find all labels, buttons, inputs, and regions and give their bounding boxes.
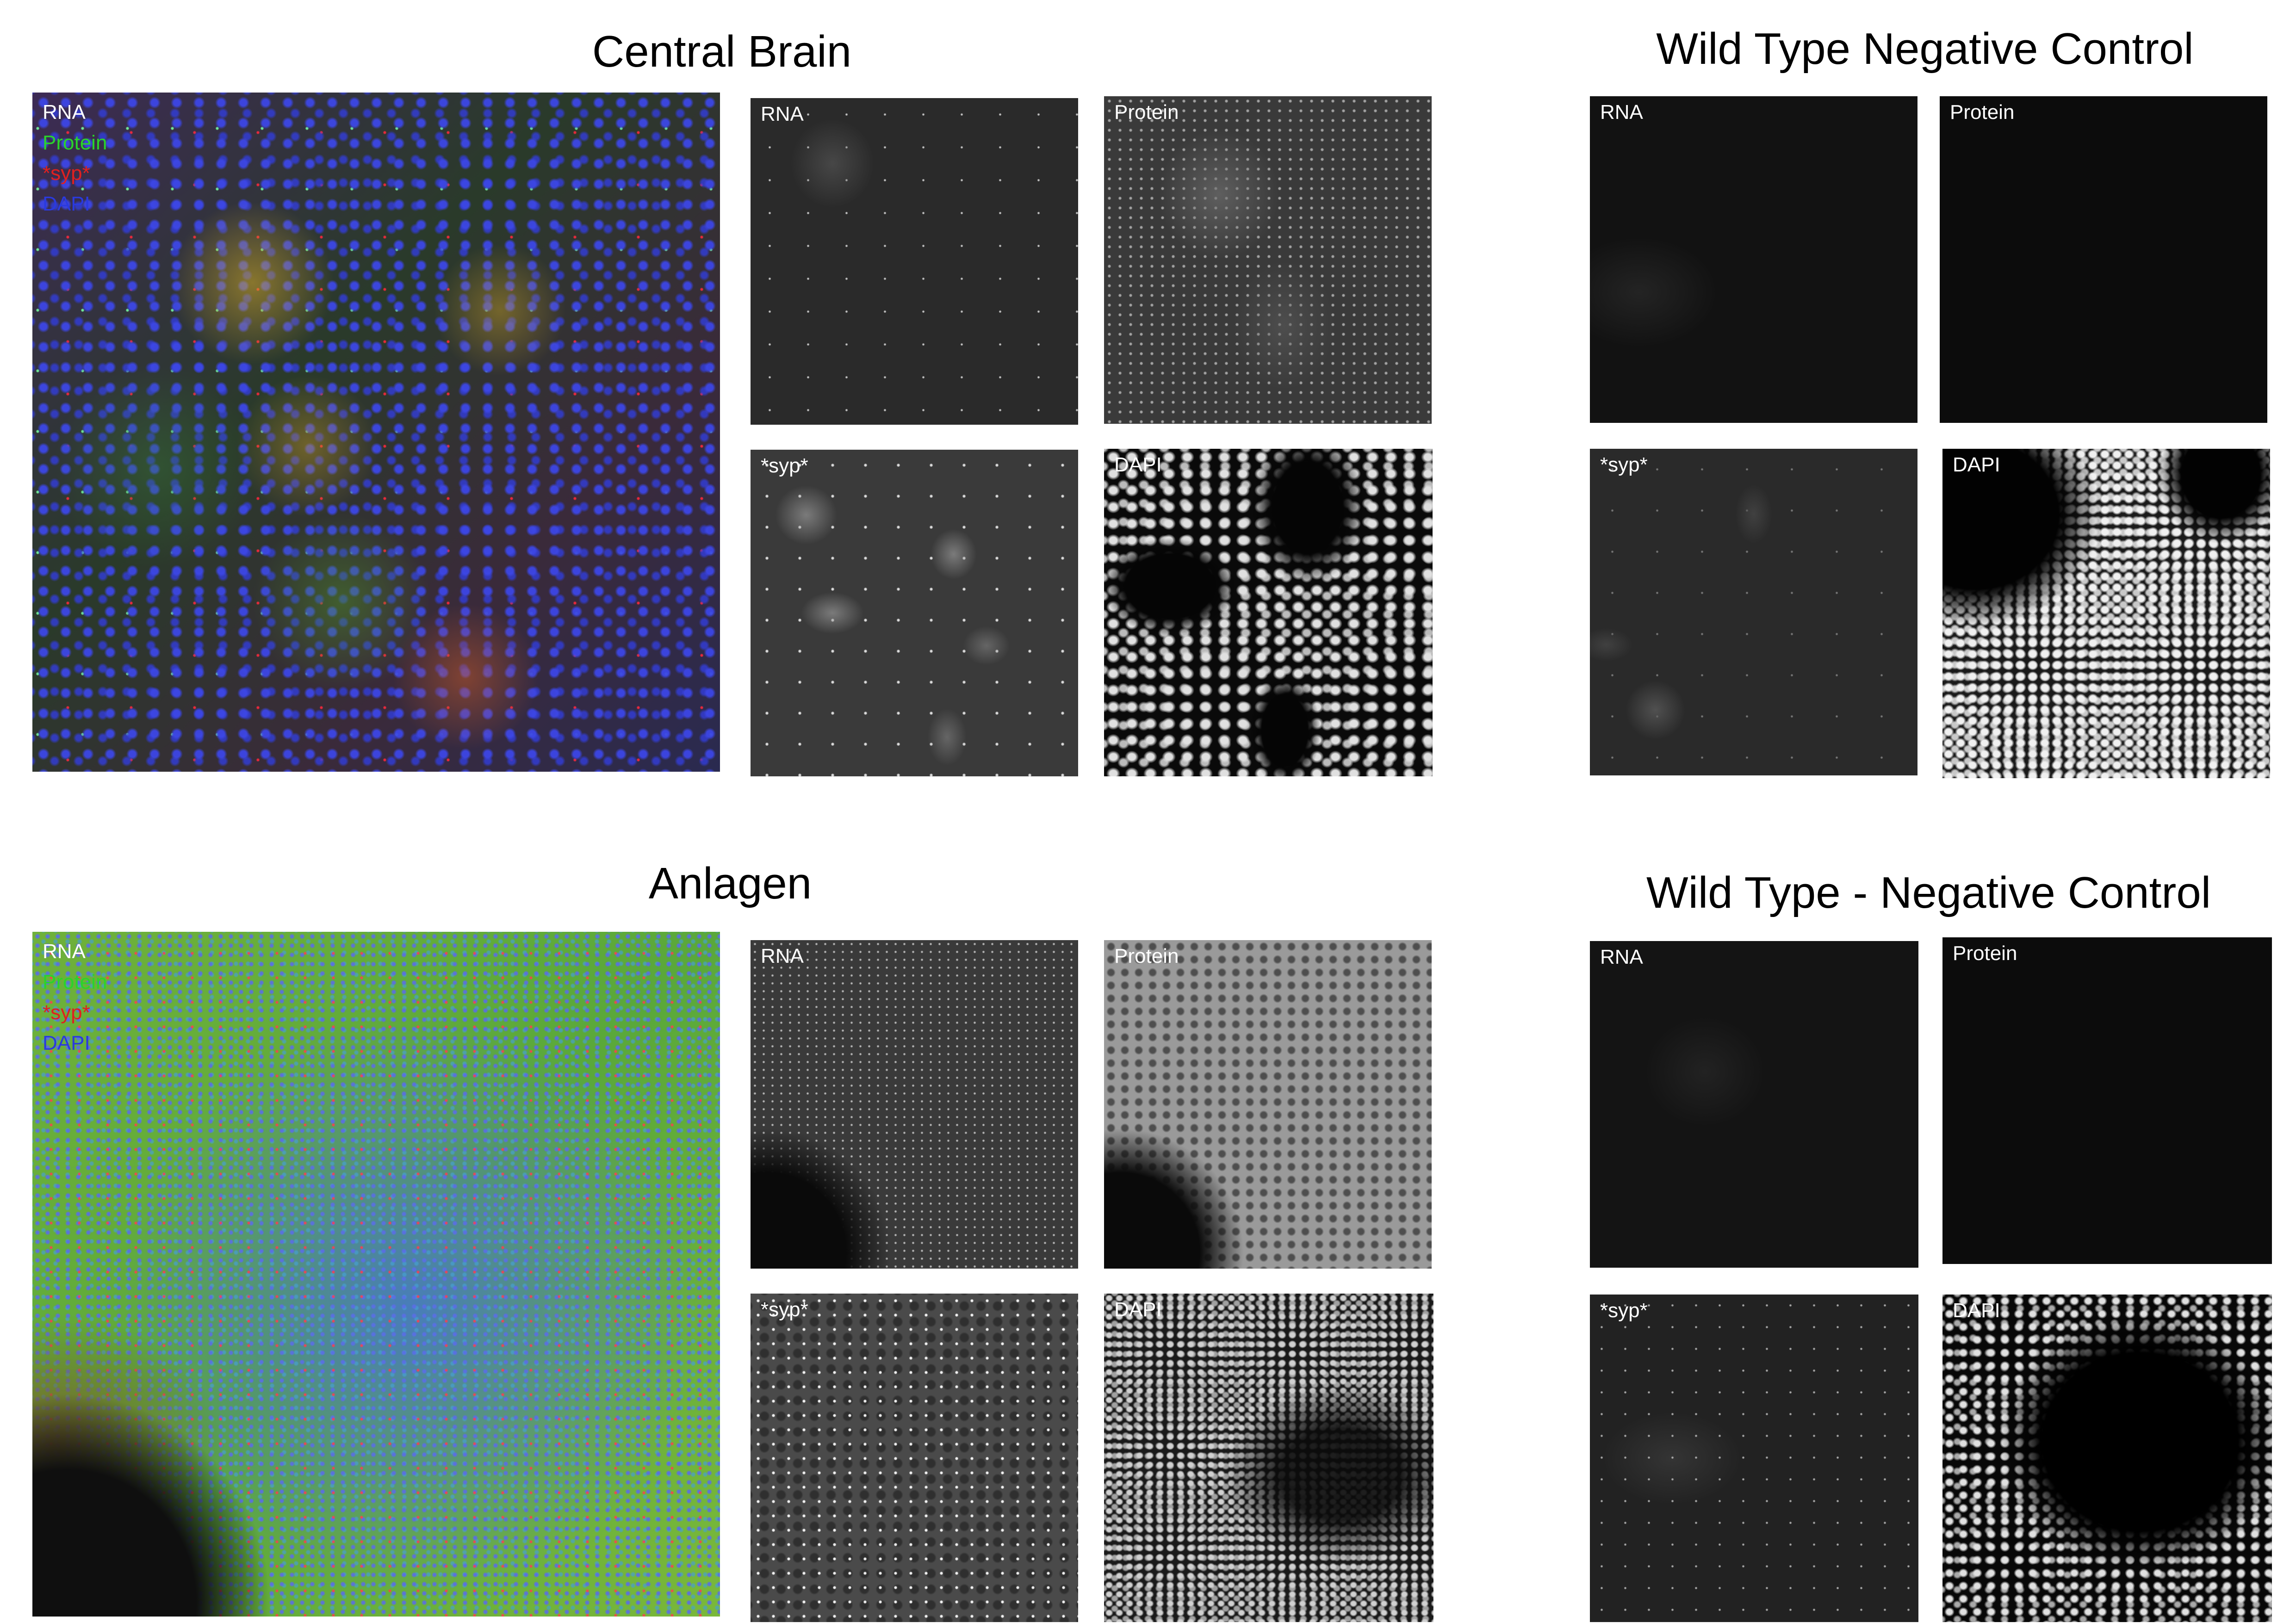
wt-control-dapi-panel: DAPI [1942,449,2270,778]
wt-control2-rna-panel: RNA [1590,941,1918,1268]
panel-label: DAPI [1114,453,1162,476]
wt-control2-syp-panel: *syp* [1590,1295,1918,1622]
legend-syp: *syp* [43,162,90,185]
wt-control-syp-panel: *syp* [1590,449,1917,775]
panel-label: RNA [1600,946,1643,968]
legend-protein: Protein [43,971,107,993]
panel-label: Protein [1114,945,1179,967]
legend-rna: RNA [43,101,86,124]
panel-label: DAPI [1114,1298,1162,1321]
panel-label: Protein [1953,942,2017,965]
title-anlagen: Anlagen [648,859,812,908]
anlagen-rna-panel: RNA [751,940,1078,1269]
wt-control2-dapi-panel: DAPI [1942,1295,2272,1622]
legend-dapi: DAPI [43,192,90,215]
panel-label: Protein [1950,101,2015,124]
merged-legend: RNA Protein *syp* DAPI [43,97,107,219]
panel-label: RNA [761,945,804,967]
wt-control-rna-panel: RNA [1590,96,1917,423]
panel-label: Protein [1114,101,1179,124]
anlagen-dapi-panel: DAPI [1104,1294,1433,1622]
central-brain-syp-panel: *syp* [751,450,1078,776]
panel-label: *syp* [761,1298,808,1321]
legend-dapi: DAPI [43,1032,90,1054]
central-brain-merged-image: RNA Protein *syp* DAPI [32,93,720,772]
central-brain-dapi-panel: DAPI [1104,449,1433,776]
panel-label: *syp* [1600,453,1648,476]
panel-label: *syp* [1600,1299,1648,1322]
title-wild-type-negative-control: Wild Type Negative Control [1656,24,2194,74]
legend-protein: Protein [43,131,107,154]
panel-label: DAPI [1953,453,2000,476]
title-wild-type-negative-control-2: Wild Type - Negative Control [1646,868,2211,917]
panel-label: *syp* [761,454,808,477]
legend-rna: RNA [43,940,86,963]
panel-label: RNA [1600,101,1643,124]
anlagen-merged-image: RNA Protein *syp* DAPI [32,932,720,1617]
legend-syp: *syp* [43,1001,90,1024]
wt-control-protein-panel: Protein [1940,96,2267,423]
wt-control2-protein-panel: Protein [1942,937,2272,1264]
panel-label: RNA [761,103,804,125]
anlagen-syp-panel: *syp* [751,1294,1078,1622]
title-central-brain: Central Brain [592,27,852,76]
central-brain-rna-panel: RNA [751,98,1078,425]
merged-legend: RNA Protein *syp* DAPI [43,936,107,1059]
panel-label: DAPI [1953,1299,2000,1322]
central-brain-protein-panel: Protein [1104,96,1432,424]
anlagen-protein-panel: Protein [1104,940,1432,1269]
